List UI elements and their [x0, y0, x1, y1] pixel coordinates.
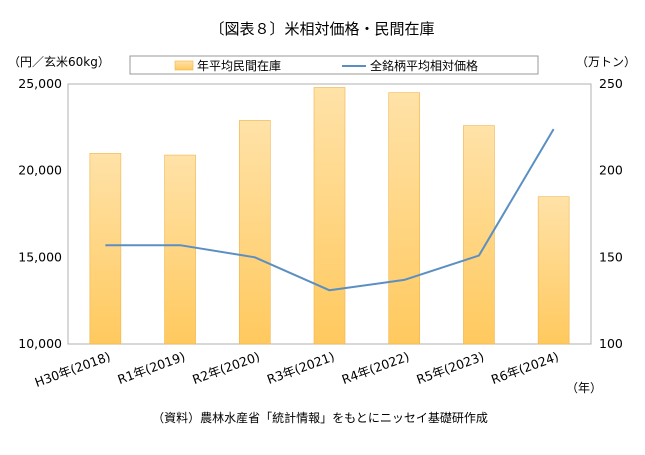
x-tick-label: R6年(2024) [489, 349, 561, 387]
right-axis-ticks: 100 150 200 250 [599, 76, 623, 351]
x-tick-label: R1年(2019) [116, 349, 188, 387]
right-tick-label: 200 [599, 163, 623, 178]
price-line [105, 128, 555, 292]
bar [388, 92, 421, 345]
left-axis-ticks: 10,000 15,000 20,000 25,000 [18, 76, 62, 351]
right-tick-label: 100 [599, 336, 623, 351]
line-series [105, 128, 555, 292]
x-tick-label: H30年(2018) [33, 349, 113, 390]
left-axis-unit: （円／玄米60kg） [8, 54, 110, 69]
chart-title: 〔図表８〕米相対価格・民間在庫 [209, 20, 434, 38]
x-axis-ticks: H30年(2018) R1年(2019) R2年(2020) R3年(2021) R4年… [33, 349, 561, 390]
bar-series [89, 87, 570, 345]
right-tick-label: 250 [599, 76, 623, 91]
bar [238, 120, 271, 345]
bar [463, 125, 495, 345]
left-tick-label: 15,000 [18, 249, 62, 264]
left-tick-label: 25,000 [18, 76, 62, 91]
x-tick-label: R3年(2021) [265, 349, 337, 387]
source-note: （資料）農林水産省「統計情報」をもとにニッセイ基礎研作成 [152, 410, 488, 425]
right-tick-label: 150 [599, 249, 623, 264]
legend-box [129, 55, 539, 75]
x-tick-label: R5年(2023) [414, 349, 486, 387]
x-tick-label: R4年(2022) [340, 349, 412, 387]
bar [313, 87, 346, 345]
left-tick-label: 10,000 [18, 336, 62, 351]
right-axis-unit: （万トン） [576, 55, 636, 69]
bar [537, 196, 570, 345]
x-axis-unit: （年） [566, 381, 602, 395]
legend: 年平均民間在庫 全銘柄平均相対価格 [129, 55, 539, 75]
legend-bar-label: 年平均民間在庫 [197, 59, 281, 73]
bar [89, 153, 122, 345]
x-tick-label: R2年(2020) [190, 349, 262, 387]
left-tick-label: 20,000 [18, 163, 62, 178]
bar [164, 154, 196, 345]
legend-line-label: 全銘柄平均相対価格 [370, 58, 478, 73]
legend-bar-swatch [174, 60, 194, 71]
